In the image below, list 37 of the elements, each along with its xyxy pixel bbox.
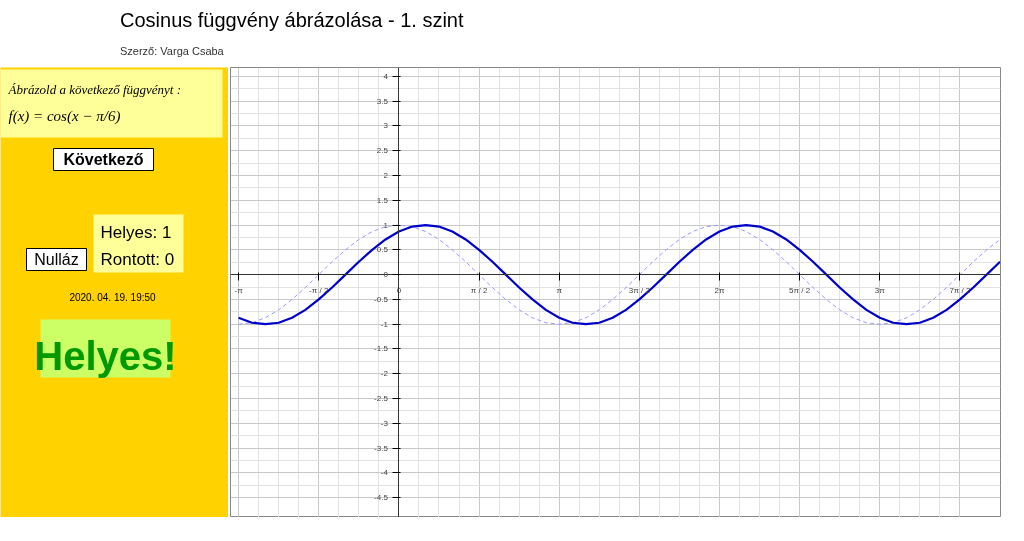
x-tick-label: -π: [234, 285, 244, 295]
y-tick-label: -4.5: [374, 493, 389, 503]
y-tick-label: 3: [383, 121, 389, 131]
text: Rontott: 0: [100, 250, 175, 269]
y-tick-label: 0: [383, 270, 389, 280]
text: Nulláz: [34, 251, 79, 268]
text: Helyes!: [34, 333, 177, 378]
chart-subtitle: Szerző: Varga Csaba: [120, 44, 224, 59]
y-tick-label: -2.5: [374, 394, 389, 404]
text: f(x) = cos(x − π/6): [8, 107, 121, 125]
y-tick-label: 1.5: [376, 195, 389, 205]
y-tick-label: 1: [383, 220, 389, 230]
text: Következő: [63, 151, 144, 168]
text: Helyes: 1: [100, 223, 172, 242]
y-tick-label: -1.5: [374, 344, 389, 354]
x-tick-label: 2π: [714, 285, 725, 295]
x-tick-label: 5π / 2: [789, 285, 811, 295]
x-tick-label: 3π: [874, 285, 886, 295]
x-tick-label: -π / 2: [309, 285, 329, 295]
x-tick-label: 3π / 2: [628, 285, 651, 295]
y-tick-label: -3.5: [374, 443, 389, 453]
y-tick-label: 2: [383, 171, 389, 181]
y-tick-label: 0.5: [376, 245, 389, 255]
y-tick-label: 4: [383, 71, 389, 81]
text: 2020. 04. 19. 19:50: [69, 292, 157, 303]
y-tick-label: -4: [380, 468, 389, 478]
y-tick-label: 2.5: [376, 146, 389, 156]
y-tick-label: -2: [380, 369, 389, 379]
text: Ábrázold a következő függvényt :: [7, 82, 182, 97]
y-tick-label: -3: [380, 418, 389, 428]
x-tick-label: π / 2: [470, 285, 488, 295]
x-tick-label: 7π / 2: [949, 285, 972, 295]
y-tick-label: -1: [380, 319, 389, 329]
chart-title: Cosinus függvény ábrázolása - 1. szint: [120, 8, 464, 33]
y-tick-label: -0.5: [374, 294, 389, 304]
x-tick-label: π: [556, 285, 563, 295]
y-tick-label: 3.5: [376, 96, 389, 106]
